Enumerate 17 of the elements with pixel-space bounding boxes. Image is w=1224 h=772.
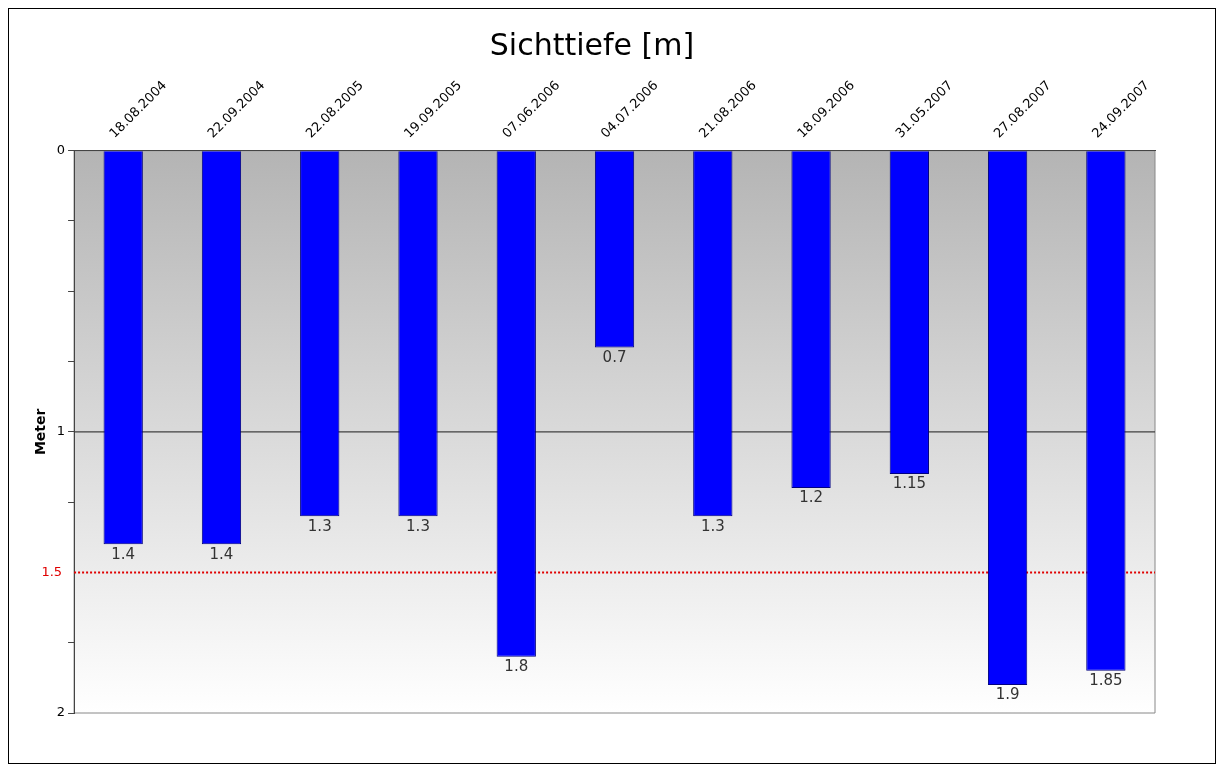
y-axis-title: Meter <box>32 408 49 456</box>
data-label: 1.9 <box>995 685 1020 704</box>
y-tick-label: 0 <box>56 142 66 158</box>
data-label: 1.15 <box>892 474 927 493</box>
data-label: 1.3 <box>700 516 725 535</box>
chart-title: Sichttiefe [m] <box>489 26 695 62</box>
y-tick-label: 2 <box>56 704 66 720</box>
ref-line-label: 1.5 <box>41 563 63 579</box>
data-label: 1.3 <box>307 516 332 535</box>
data-label: 0.7 <box>602 347 627 366</box>
data-label: 1.2 <box>799 488 823 507</box>
data-label: 1.8 <box>504 657 529 676</box>
data-label: 1.4 <box>209 544 234 563</box>
data-label: 1.4 <box>111 544 136 563</box>
data-label: 1.3 <box>406 516 430 535</box>
y-tick-label: 1 <box>56 423 66 439</box>
data-label: 1.85 <box>1089 671 1123 690</box>
